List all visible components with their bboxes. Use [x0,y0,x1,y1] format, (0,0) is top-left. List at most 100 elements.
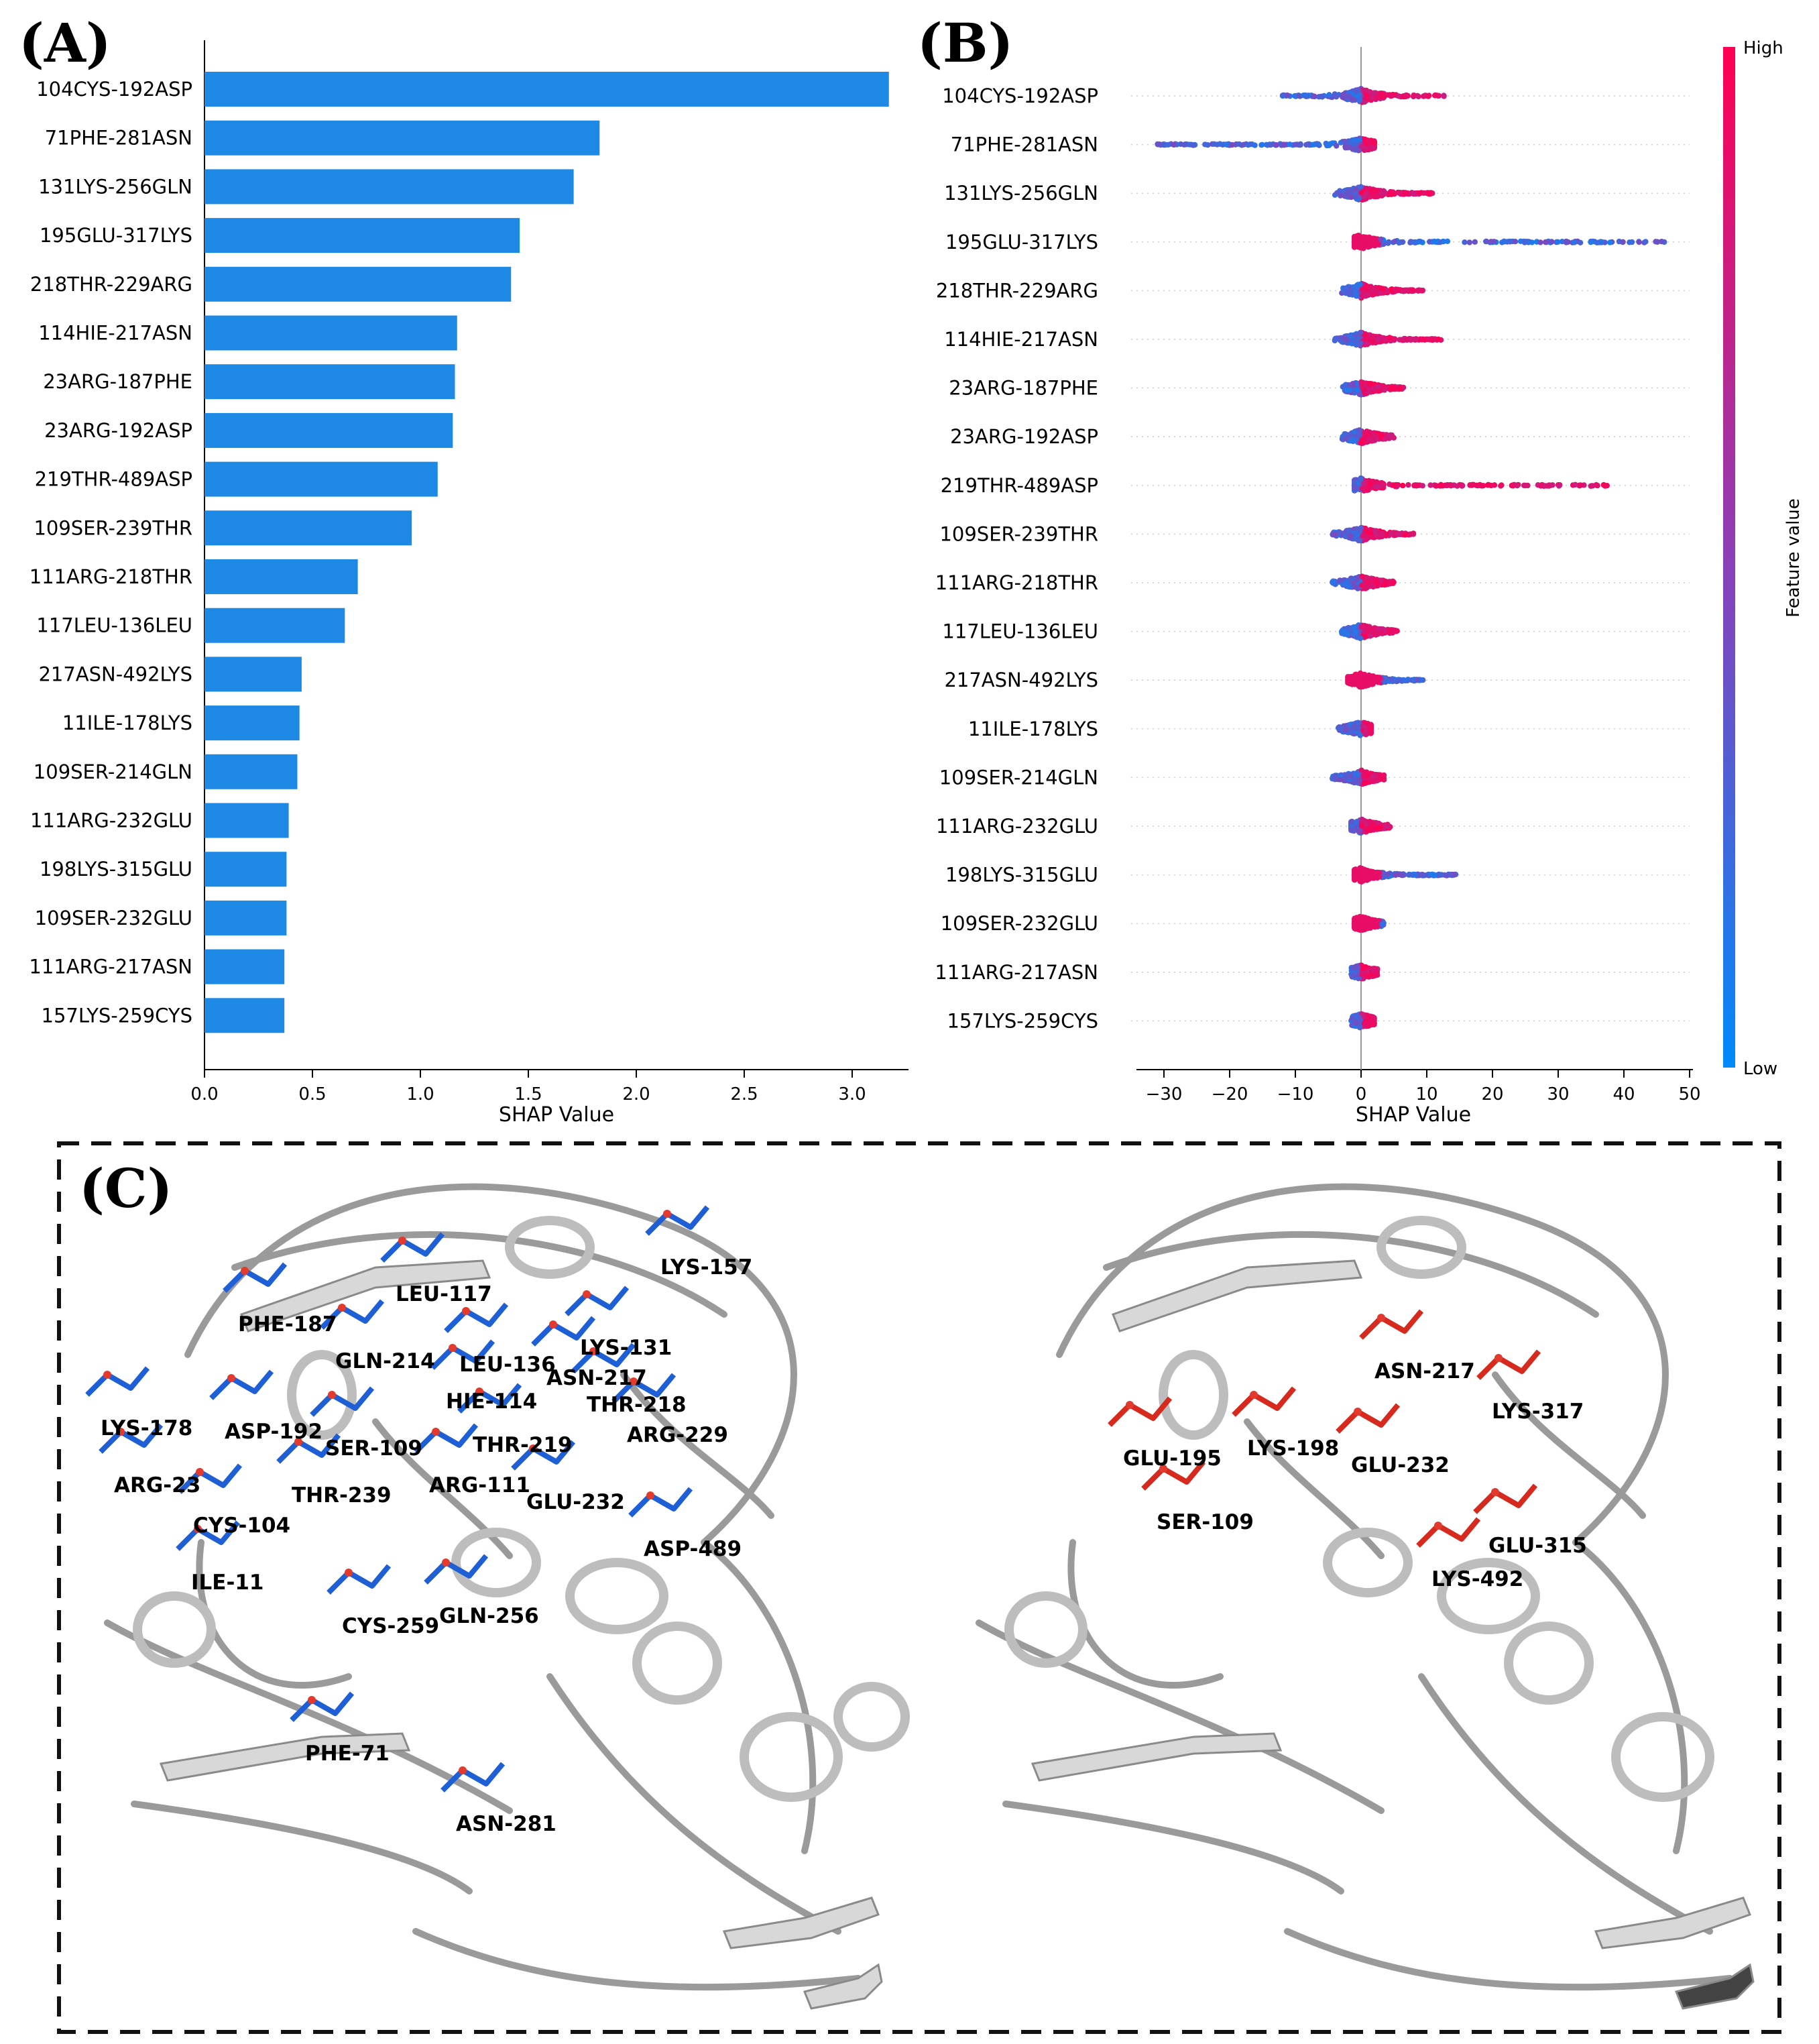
swarm-point-1-151 [1171,141,1177,148]
swarm-label-18: 111ARG-217ASN [935,961,1098,984]
swarm-point-4-258 [1344,290,1350,296]
swarm-point-0-243 [1355,89,1361,95]
panel-b-letter: (B) [917,11,1013,74]
swarm-point-8-249 [1556,483,1562,489]
bar-10 [204,559,358,594]
swarm-point-3-91 [1483,238,1490,245]
swarm-point-1-66 [1252,142,1258,148]
bar-label-5: 114HIE-217ASN [38,322,192,345]
swarm-point-6-255 [1346,386,1352,393]
swarm-point-5-255 [1366,337,1372,343]
bar-11 [204,608,345,643]
swarm-point-13-248 [1347,728,1354,735]
swarm-point-3-253 [1440,238,1447,245]
swarm-point-3-257 [1355,237,1362,244]
swarm-point-3-197 [1563,238,1570,245]
swarm-point-6-249 [1354,387,1360,393]
swarm-point-1-233 [1346,144,1352,150]
swarm-point-7-249 [1348,432,1354,439]
bar-label-19: 157LYS-259CYS [42,1004,192,1027]
swarm-point-5-221 [1387,335,1393,341]
swarm-label-6: 23ARG-187PHE [949,377,1098,400]
swarm-point-13-258 [1360,723,1366,730]
swarm-point-2-257 [1401,190,1407,196]
bar-label-16: 198LYS-315GLU [40,858,192,881]
swarm-point-14-259 [1377,773,1384,779]
swarm-point-3-235 [1462,239,1468,245]
swarm-point-8-250 [1367,481,1373,487]
swarm-point-3-249 [1571,239,1578,245]
swarm-point-11-249 [1358,624,1365,630]
swarm-point-8-241 [1469,481,1476,488]
swarm-point-2-246 [1353,186,1360,192]
panel-a-x-label: SHAP Value [499,1103,614,1127]
swarm-point-11-259 [1345,625,1351,631]
swarm-point-9-257 [1332,531,1338,537]
swarm-point-0-238 [1362,91,1369,97]
swarm-point-8-139 [1590,483,1596,489]
swarm-point-3-259 [1415,239,1421,245]
bar-label-1: 71PHE-281ASN [45,127,192,150]
swarm-point-3-244 [1360,237,1366,243]
swarm-point-5-230 [1380,335,1387,341]
swarm-point-4-237 [1415,287,1421,294]
bar-17 [204,900,287,935]
swarm-point-2-139 [1427,190,1433,197]
bar-label-4: 218THR-229ARG [30,273,192,296]
swarm-point-1-253 [1247,141,1253,148]
swarm-point-9-243 [1356,537,1362,544]
colorbar-high-label: High [1743,38,1783,58]
swarm-point-12-206 [1395,678,1401,684]
swarm-label-2: 131LYS-256GLN [944,182,1098,205]
swarm-point-8-195 [1400,482,1406,489]
swarm-point-9-252 [1369,534,1375,540]
swarm-point-4-231 [1408,287,1415,293]
swarm-point-2-256 [1372,194,1378,200]
swarm-point-5-246 [1375,337,1381,343]
swarm-point-5-258 [1342,336,1349,343]
bar-label-0: 104CYS-192ASP [36,78,192,101]
panel-b-x-label: SHAP Value [1356,1103,1471,1127]
swarm-point-4-259 [1373,287,1379,294]
bar-label-10: 111ARG-218THR [30,565,192,588]
bar-label-2: 131LYS-256GLN [38,175,192,198]
swarm-point-16-250 [1362,875,1368,882]
swarm-point-10-214 [1390,580,1396,587]
swarm-point-5-201 [1332,335,1338,342]
panel-a-letter: (A) [19,11,111,74]
swarm-point-2-238 [1348,194,1354,201]
swarm-point-10-259 [1364,580,1370,586]
swarm-point-3-240 [1525,239,1531,245]
swarm-point-3-158 [1444,238,1451,244]
swarm-point-16-239 [1417,872,1423,878]
swarm-point-17-255 [1366,925,1372,931]
swarm-point-0-254 [1388,93,1395,99]
swarm-point-1-204 [1267,141,1274,148]
bar-label-18: 111ARG-217ASN [29,956,192,978]
swarm-point-16-249 [1446,872,1452,878]
swarm-point-0-244 [1326,92,1332,98]
swarm-point-17-259 [1365,915,1372,922]
swarm-point-16-259 [1428,872,1434,878]
swarm-point-8-255 [1358,475,1364,481]
swarm-point-0-217 [1371,90,1378,96]
bar-label-9: 109SER-239THR [34,516,192,539]
swarm-point-1-235 [1347,139,1353,146]
swarm-label-9: 109SER-239THR [939,522,1098,545]
bar-14 [204,754,298,789]
swarm-label-1: 71PHE-281ASN [951,133,1098,156]
panel-a-bar-chart: SHAP Value 104CYS-192ASP 71PHE-281ASN 131L… [29,40,908,1127]
swarm-point-8-248 [1460,482,1466,489]
swarm-point-5-237 [1413,336,1419,342]
swarm-point-1-254 [1365,137,1371,144]
swarm-point-3-102 [1466,239,1472,245]
swarm-point-16-257 [1352,871,1358,878]
swarm-point-8-234 [1437,482,1444,488]
swarm-point-10-258 [1374,579,1381,585]
bar-6 [204,364,455,400]
swarm-point-1-189 [1217,141,1223,147]
swarm-point-7-248 [1361,437,1367,443]
swarm-point-13-259 [1356,720,1362,726]
swarm-point-8-204 [1594,482,1600,489]
swarm-point-8-160 [1572,481,1578,488]
